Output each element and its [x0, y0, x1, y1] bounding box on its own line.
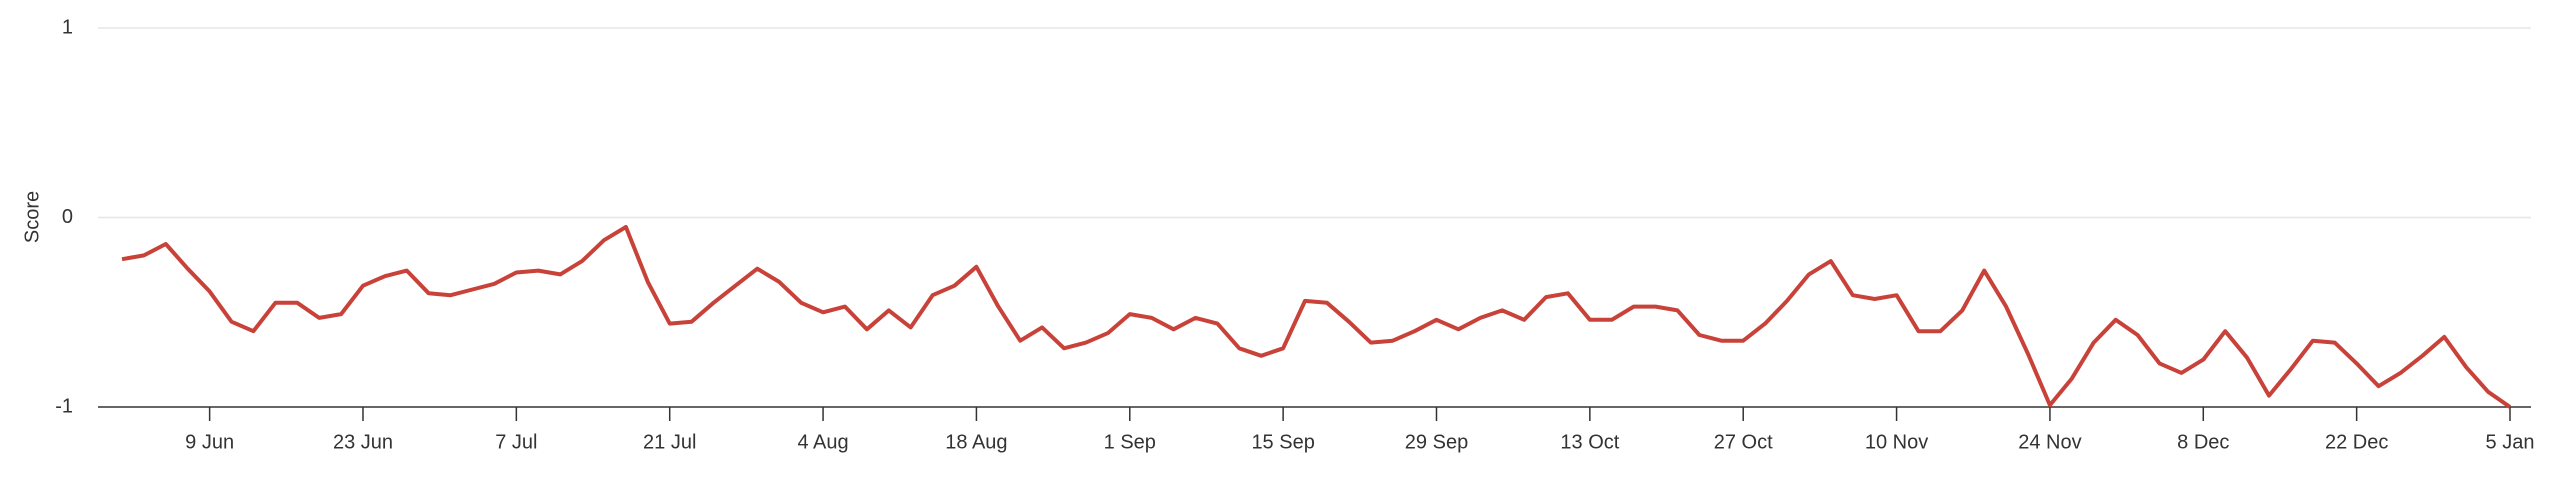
- x-tick-label: 21 Jul: [643, 431, 696, 453]
- x-tick-label: 24 Nov: [2018, 431, 2081, 453]
- x-tick-label: 23 Jun: [333, 431, 393, 453]
- x-tick-label: 22 Dec: [2325, 431, 2388, 453]
- x-tick-label: 1 Sep: [1104, 431, 1156, 453]
- x-tick-label: 15 Sep: [1251, 431, 1314, 453]
- y-axis-label: Score: [21, 191, 43, 243]
- x-tick-label: 10 Nov: [1865, 431, 1928, 453]
- y-tick-label: -1: [55, 395, 73, 417]
- y-tick-label: 1: [62, 16, 73, 38]
- x-tick-label: 27 Oct: [1714, 431, 1773, 453]
- series-line: [121, 225, 2512, 409]
- y-tick-label: 0: [62, 206, 73, 228]
- x-tick-label: 13 Oct: [1560, 431, 1619, 453]
- x-tick-label: 9 Jun: [185, 431, 234, 453]
- x-tick-label: 4 Aug: [797, 431, 848, 453]
- x-tick-label: 5 Jan: [2486, 431, 2535, 453]
- x-tick-label: 7 Jul: [495, 431, 537, 453]
- x-tick-label: 29 Sep: [1405, 431, 1468, 453]
- x-tick-label: 8 Dec: [2177, 431, 2229, 453]
- x-tick-label: 18 Aug: [945, 431, 1007, 453]
